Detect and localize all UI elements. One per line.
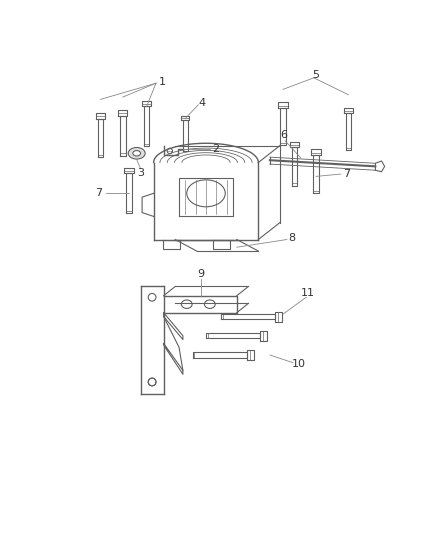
- Text: 9: 9: [197, 269, 204, 279]
- Ellipse shape: [133, 151, 141, 156]
- Text: 7: 7: [343, 169, 350, 179]
- Text: 2: 2: [212, 144, 219, 154]
- Text: 7: 7: [95, 188, 102, 198]
- Ellipse shape: [128, 148, 145, 159]
- Text: 8: 8: [289, 233, 296, 243]
- Text: 4: 4: [198, 98, 206, 108]
- Text: 10: 10: [291, 359, 305, 369]
- Text: 1: 1: [159, 77, 166, 87]
- Text: 11: 11: [300, 288, 314, 298]
- Text: 5: 5: [313, 70, 320, 80]
- Text: 6: 6: [280, 130, 287, 140]
- Text: 3: 3: [137, 168, 144, 179]
